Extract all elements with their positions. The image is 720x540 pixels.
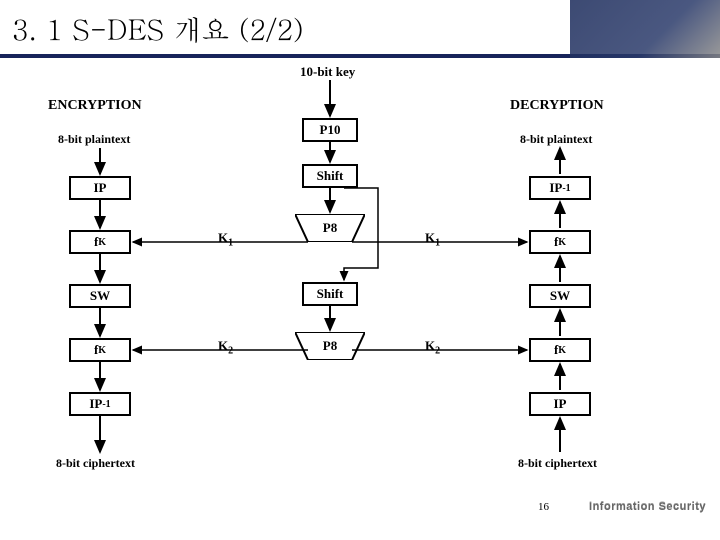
enc-ipinv-sup: -1 — [102, 399, 110, 410]
brand-label: Information Security — [589, 501, 706, 513]
key-p8-1-label: P8 — [295, 220, 365, 236]
dec-fk2-k: K — [558, 345, 566, 356]
slide-title: 3. 1 S-DES 개요 (2/2) — [12, 8, 304, 48]
encryption-label: ENCRYPTION — [48, 98, 142, 114]
enc-ip-box: IP — [69, 176, 131, 200]
enc-ipinv-box: IP-1 — [69, 392, 131, 416]
slide-header: 3. 1 S-DES 개요 (2/2) — [0, 0, 720, 58]
key-p10-box: P10 — [302, 118, 358, 142]
key-p8-2-box: P8 — [295, 332, 365, 360]
dec-ipinv-box: IP-1 — [529, 176, 591, 200]
dec-fk2-box: fK — [529, 338, 591, 362]
dec-fk1-box: fK — [529, 230, 591, 254]
key-shift1-box: Shift — [302, 164, 358, 188]
dec-ipinv-sup: -1 — [562, 183, 570, 194]
key-p8-2-label: P8 — [295, 338, 365, 354]
dec-ipinv-ip: IP — [549, 180, 562, 196]
dec-ciphertext-label: 8-bit ciphertext — [518, 456, 597, 471]
enc-ciphertext-label: 8-bit ciphertext — [56, 456, 135, 471]
enc-fk2-box: fK — [69, 338, 131, 362]
k2-right-label: K2 — [425, 338, 440, 357]
dec-ip-box: IP — [529, 392, 591, 416]
key-shift2-box: Shift — [302, 282, 358, 306]
enc-sw-box: SW — [69, 284, 131, 308]
decryption-label: DECRYPTION — [510, 98, 604, 114]
enc-fk1-box: fK — [69, 230, 131, 254]
page-number: 16 — [538, 501, 549, 513]
slide-footer: 16 Information Security — [0, 496, 720, 518]
dec-fk1-k: K — [558, 237, 566, 248]
k1-left-label: K1 — [218, 230, 233, 249]
enc-fk2-k: K — [98, 345, 106, 356]
enc-fk1-k: K — [98, 237, 106, 248]
enc-ipinv-ip: IP — [89, 396, 102, 412]
sdes-diagram: ENCRYPTION 10-bit key DECRYPTION 8-bit p… — [0, 58, 720, 518]
key-top-label: 10-bit key — [300, 64, 355, 80]
enc-plaintext-label: 8-bit plaintext — [58, 132, 130, 147]
header-decor — [570, 0, 720, 58]
dec-sw-box: SW — [529, 284, 591, 308]
k2-left-label: K2 — [218, 338, 233, 357]
key-p8-1-box: P8 — [295, 214, 365, 242]
dec-plaintext-label: 8-bit plaintext — [520, 132, 592, 147]
k1-right-label: K1 — [425, 230, 440, 249]
